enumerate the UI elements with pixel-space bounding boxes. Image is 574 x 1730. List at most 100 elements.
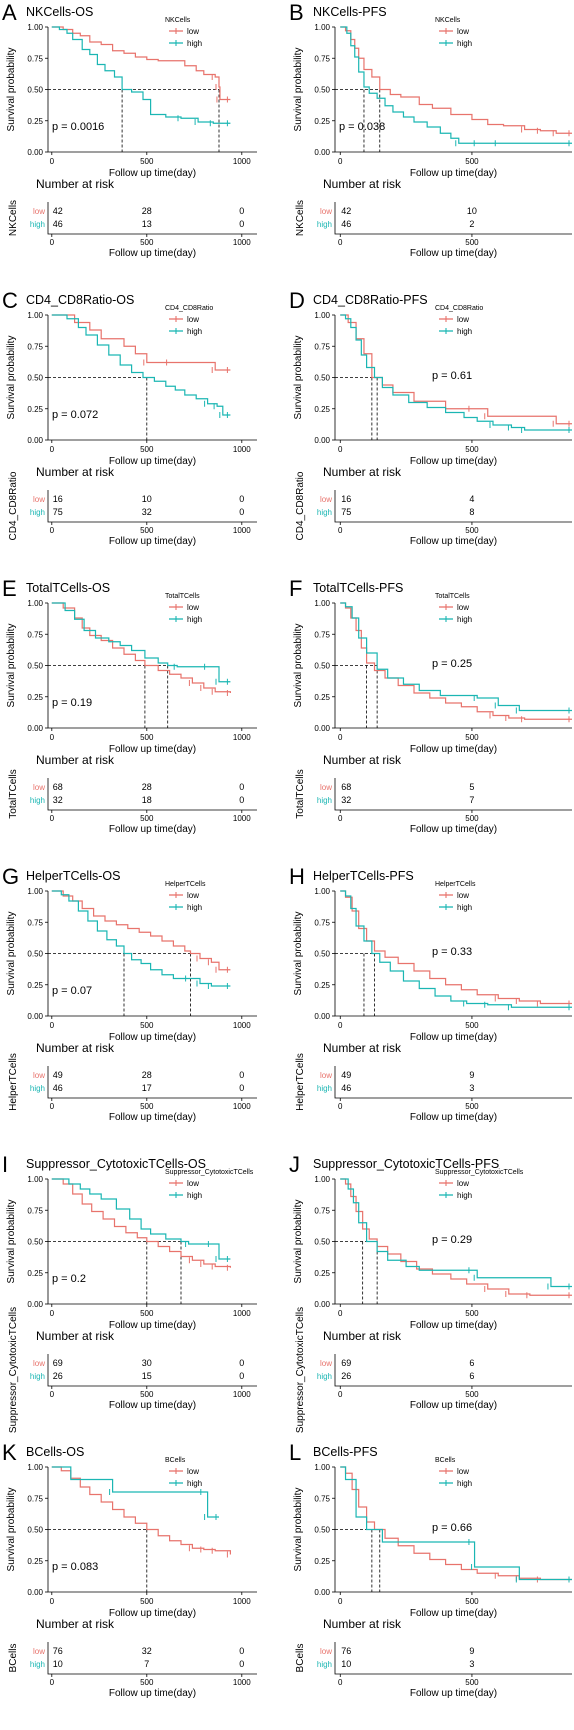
- risk-x-tick-label: 500: [465, 1390, 479, 1399]
- risk-table-axes: [47, 1066, 257, 1099]
- km-curve-high: [51, 26, 231, 124]
- risk-count-high: 10: [341, 1659, 351, 1669]
- km-curve-high: [340, 314, 572, 431]
- risk-x-tick-label: 0: [338, 1102, 343, 1111]
- risk-x-tick-label: 0: [338, 526, 343, 535]
- legend-label-high: high: [457, 39, 472, 48]
- risk-count-high: 18: [142, 795, 152, 805]
- risk-x-tick-label: 1000: [233, 1390, 251, 1399]
- risk-x-tick-label: 0: [338, 238, 343, 247]
- y-tick-label: 0.50: [27, 374, 43, 383]
- panel-title: BCells-PFS: [313, 1445, 378, 1459]
- risk-y-axis-label: BCells: [295, 1644, 306, 1673]
- km-curve-low: [51, 26, 231, 101]
- risk-table-title: Number at risk: [36, 177, 115, 191]
- x-tick-label: 0: [50, 1021, 55, 1030]
- risk-x-axis-label: Follow up time(day): [410, 1112, 497, 1123]
- km-curve-high: [51, 1178, 231, 1260]
- y-tick-label: 0.25: [27, 117, 43, 126]
- risk-table-axes: [334, 202, 572, 235]
- risk-count-high: 3: [469, 1659, 474, 1669]
- y-tick-label: 0.75: [314, 1494, 330, 1503]
- legend-label-low: low: [457, 27, 469, 36]
- panel-a: A NKCells-OS 0.00 0.25 0.50 0.75 1.00 0 500 1000 S…: [2, 0, 257, 259]
- y-axis-label: Survival probability: [6, 1200, 17, 1284]
- risk-count-high: 32: [341, 795, 351, 805]
- y-tick-label: 0.50: [314, 1526, 330, 1535]
- panel-c: C CD4_CD8Ratio-OS 0.00 0.25 0.50 0.75 1.00 0 500…: [2, 288, 257, 547]
- risk-group-label-low: low: [320, 1359, 332, 1368]
- risk-count-low: 0: [239, 1358, 244, 1368]
- risk-count-low: 16: [53, 494, 63, 504]
- risk-group-label-low: low: [33, 1359, 45, 1368]
- legend-label-high: high: [457, 1191, 472, 1200]
- risk-x-tick-label: 0: [338, 1678, 343, 1687]
- risk-table-title: Number at risk: [36, 1041, 115, 1055]
- x-tick-label: 500: [140, 445, 154, 454]
- y-axis-label: Survival probability: [293, 48, 304, 132]
- risk-x-tick-label: 0: [50, 238, 55, 247]
- p-value: p = 0.61: [432, 370, 472, 382]
- legend-label-high: high: [457, 903, 472, 912]
- risk-count-low: 49: [341, 1070, 351, 1080]
- risk-table-title: Number at risk: [323, 1041, 402, 1055]
- risk-group-label-high: high: [317, 220, 332, 229]
- legend-title: NKCells: [165, 17, 191, 24]
- risk-count-low: 28: [142, 782, 152, 792]
- panel-title: TotalTCells-OS: [26, 581, 110, 595]
- p-value: p = 0.29: [432, 1234, 472, 1246]
- risk-x-tick-label: 0: [50, 814, 55, 823]
- risk-count-low: 68: [341, 782, 351, 792]
- panel-d: D CD4_CD8Ratio-PFS 0.00 0.25 0.50 0.75 1.00 0 50…: [289, 288, 572, 547]
- risk-count-high: 10: [53, 1659, 63, 1669]
- p-value: p = 0.19: [52, 697, 92, 709]
- x-tick-label: 0: [50, 1309, 55, 1318]
- risk-table-axes: [334, 490, 572, 523]
- risk-group-label-low: low: [33, 783, 45, 792]
- panel-letter: L: [289, 1440, 301, 1465]
- risk-count-high: 7: [144, 1659, 149, 1669]
- risk-count-low: 28: [142, 1070, 152, 1080]
- x-axis-label: Follow up time(day): [109, 168, 196, 179]
- km-curve-low: [340, 890, 572, 1005]
- y-tick-label: 0.50: [27, 1238, 43, 1247]
- y-tick-label: 0.50: [314, 374, 330, 383]
- legend-label-high: high: [187, 1191, 202, 1200]
- risk-x-axis-label: Follow up time(day): [109, 1112, 196, 1123]
- risk-x-tick-label: 500: [465, 526, 479, 535]
- risk-table-title: Number at risk: [36, 465, 115, 479]
- risk-count-high: 3: [469, 1083, 474, 1093]
- panel-j: J Suppressor_CytotoxicTCells-PFS 0.00 0.25 0…: [289, 1152, 572, 1433]
- risk-count-low: 0: [239, 494, 244, 504]
- legend-label-low: low: [457, 1179, 469, 1188]
- risk-x-tick-label: 1000: [233, 526, 251, 535]
- risk-table-axes: [47, 778, 257, 811]
- y-tick-label: 1.00: [314, 311, 330, 320]
- legend-title: NKCells: [435, 17, 461, 24]
- risk-count-high: 15: [142, 1371, 152, 1381]
- y-tick-label: 0.75: [314, 54, 330, 63]
- risk-group-label-high: high: [317, 1372, 332, 1381]
- risk-count-high: 6: [469, 1371, 474, 1381]
- risk-count-low: 30: [142, 1358, 152, 1368]
- risk-count-low: 69: [53, 1358, 63, 1368]
- x-axis-label: Follow up time(day): [109, 1320, 196, 1331]
- risk-table-axes: [47, 202, 257, 235]
- y-tick-label: 0.25: [314, 117, 330, 126]
- y-tick-label: 0.00: [27, 1588, 43, 1597]
- p-value: p = 0.66: [432, 1522, 472, 1534]
- y-tick-label: 0.25: [27, 693, 43, 702]
- risk-x-tick-label: 0: [50, 1102, 55, 1111]
- risk-group-label-low: low: [33, 1071, 45, 1080]
- x-tick-label: 1000: [233, 157, 251, 166]
- x-tick-label: 500: [140, 1021, 154, 1030]
- legend-title: TotalTCells: [165, 593, 200, 600]
- risk-table-axes: [334, 1642, 572, 1675]
- risk-table-title: Number at risk: [36, 1329, 115, 1343]
- risk-table-title: Number at risk: [323, 1617, 402, 1631]
- y-tick-label: 1.00: [314, 887, 330, 896]
- risk-count-high: 46: [341, 219, 351, 229]
- risk-group-label-low: low: [320, 783, 332, 792]
- risk-count-low: 69: [341, 1358, 351, 1368]
- risk-x-tick-label: 500: [140, 1102, 154, 1111]
